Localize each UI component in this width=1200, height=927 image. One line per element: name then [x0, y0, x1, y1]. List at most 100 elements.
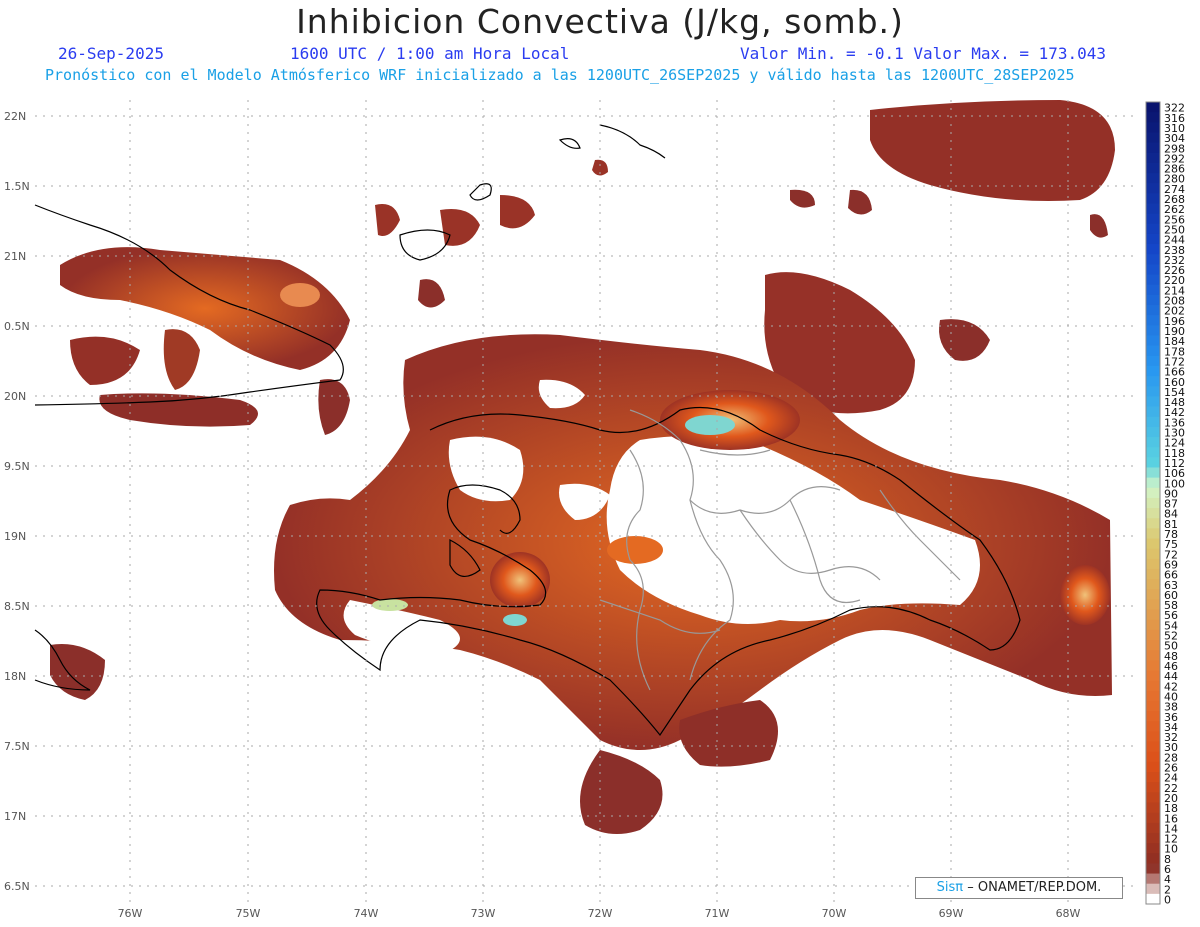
- colorbar-swatch: [1146, 589, 1160, 600]
- colorbar-swatch: [1146, 173, 1160, 184]
- map-title: Inhibicion Convectiva (J/kg, somb.): [296, 2, 904, 41]
- colorbar-label: 30: [1164, 741, 1178, 754]
- coastlines: [34, 124, 1021, 737]
- colorbar-swatch: [1146, 751, 1160, 763]
- colorbar-label: 148: [1164, 396, 1185, 409]
- colorbar-swatch: [1146, 497, 1160, 509]
- lat-label: 17N: [4, 810, 26, 823]
- colorbar-label: 238: [1164, 244, 1185, 257]
- colorbar-swatch: [1146, 619, 1160, 631]
- colorbar-label: 63: [1164, 579, 1178, 592]
- colorbar-label: 48: [1164, 650, 1178, 663]
- colorbar-swatch: [1146, 487, 1160, 499]
- colorbar-label: 90: [1164, 487, 1178, 500]
- colorbar-label: 154: [1164, 386, 1185, 399]
- colorbar-label: 20: [1164, 792, 1178, 805]
- colorbar-label: 250: [1164, 223, 1185, 236]
- colorbar-label: 118: [1164, 447, 1185, 460]
- colorbar-swatch: [1146, 183, 1160, 194]
- colorbar-label: 100: [1164, 477, 1185, 490]
- province-borders: [599, 409, 961, 691]
- colorbar-swatch: [1146, 629, 1160, 641]
- colorbar-swatch: [1146, 518, 1160, 529]
- lon-label: 72W: [588, 907, 613, 920]
- colorbar-swatch: [1146, 122, 1160, 133]
- colorbar-swatch: [1146, 142, 1160, 154]
- colorbar-label: 46: [1164, 660, 1178, 673]
- colorbar-label: 2: [1164, 883, 1171, 896]
- lat-label: 6.5N: [4, 880, 30, 893]
- colorbar-label: 87: [1164, 498, 1178, 511]
- lat-label: 8.5N: [4, 600, 30, 613]
- colorbar-swatch: [1146, 802, 1160, 814]
- colorbar-label: 292: [1164, 152, 1185, 165]
- colorbar-swatch: [1146, 853, 1160, 864]
- credit-text: – ONAMET/REP.DOM.: [967, 880, 1102, 895]
- colorbar-label: 6: [1164, 863, 1171, 876]
- colorbar-label: 232: [1164, 254, 1185, 267]
- colorbar-swatch: [1146, 112, 1160, 123]
- colorbar-swatch: [1146, 477, 1160, 489]
- colorbar-swatch: [1146, 193, 1160, 205]
- colorbar-label: 244: [1164, 234, 1185, 247]
- colorbar-label: 310: [1164, 122, 1185, 135]
- colorbar-swatch: [1146, 426, 1160, 438]
- colorbar-label: 72: [1164, 548, 1178, 561]
- colorbar-label: 142: [1164, 406, 1185, 419]
- colorbar-swatch: [1146, 376, 1160, 387]
- colorbar-label: 202: [1164, 305, 1185, 318]
- colorbar-label: 196: [1164, 315, 1185, 328]
- colorbar-swatch: [1146, 528, 1160, 540]
- colorbar-swatch: [1146, 447, 1160, 458]
- colorbar-swatch: [1146, 233, 1160, 245]
- colorbar-swatch: [1146, 102, 1160, 113]
- lon-label: 75W: [236, 907, 261, 920]
- colorbar-label: 84: [1164, 508, 1178, 521]
- colorbar-swatch: [1146, 315, 1160, 326]
- colorbar-label: 316: [1164, 112, 1185, 125]
- cin-field: [50, 100, 1115, 834]
- colorbar-label: 304: [1164, 132, 1185, 145]
- colorbar-swatch: [1146, 873, 1160, 885]
- colorbar-label: 322: [1164, 102, 1185, 115]
- lon-label: 70W: [822, 907, 847, 920]
- colorbar-swatch: [1146, 558, 1160, 570]
- colorbar-label: 54: [1164, 619, 1178, 632]
- colorbar-swatch: [1146, 305, 1160, 316]
- colorbar-label: 4: [1164, 873, 1171, 886]
- lat-label: 1.5N: [4, 180, 30, 193]
- lat-label: 22N: [4, 110, 26, 123]
- colorbar-label: 69: [1164, 558, 1178, 571]
- latitude-labels: 22N 1.5N 21N 0.5N 20N 9.5N 19N 8.5N 18N …: [4, 110, 30, 893]
- colorbar-label: 178: [1164, 345, 1185, 358]
- colorbar-swatch: [1146, 822, 1160, 834]
- lat-label: 18N: [4, 670, 26, 683]
- colorbar-swatch: [1146, 609, 1160, 621]
- colorbar-swatch: [1146, 264, 1160, 276]
- sis-logo-text: Sisπ: [936, 880, 964, 895]
- colorbar-label: 24: [1164, 772, 1178, 785]
- colorbar-swatch: [1146, 223, 1160, 235]
- colorbar-swatch: [1146, 284, 1160, 296]
- colorbar-swatch: [1146, 335, 1160, 347]
- colorbar-swatch: [1146, 660, 1160, 672]
- colorbar-swatch: [1146, 579, 1160, 590]
- colorbar-label: 160: [1164, 376, 1185, 389]
- min-max-values: Valor Min. = -0.1 Valor Max. = 173.043: [740, 44, 1107, 63]
- colorbar-label: 226: [1164, 264, 1185, 277]
- colorbar-swatch: [1146, 863, 1160, 875]
- colorbar-label: 56: [1164, 609, 1178, 622]
- colorbar-swatch: [1146, 690, 1160, 702]
- colorbar-label: 16: [1164, 812, 1178, 825]
- colorbar-label: 50: [1164, 640, 1178, 653]
- colorbar-label: 112: [1164, 457, 1185, 470]
- colorbar-swatch: [1146, 741, 1160, 753]
- colorbar-swatch: [1146, 538, 1160, 550]
- colorbar-swatch: [1146, 416, 1160, 428]
- colorbar-swatch: [1146, 893, 1160, 905]
- colorbar-label: 36: [1164, 711, 1178, 724]
- colorbar-swatch: [1146, 640, 1160, 651]
- colorbar-label: 38: [1164, 701, 1178, 714]
- colorbar-label: 166: [1164, 366, 1185, 379]
- colorbar-swatch: [1146, 731, 1160, 743]
